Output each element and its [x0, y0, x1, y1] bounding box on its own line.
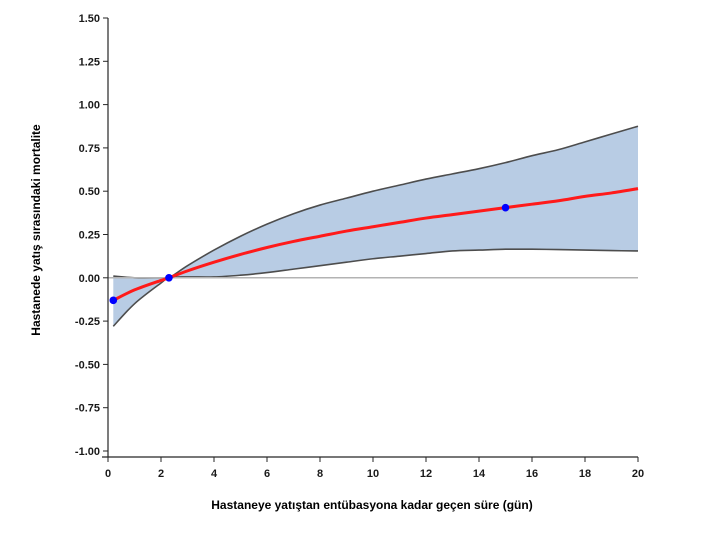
- x-tick-label: 6: [264, 468, 270, 480]
- y-tick-label: -1.00: [75, 446, 100, 458]
- x-tick-label: 20: [632, 468, 644, 480]
- x-tick-label: 12: [420, 468, 432, 480]
- x-tick-label: 0: [105, 468, 111, 480]
- ci-upper-line: [113, 125, 639, 280]
- x-axis-title: Hastaneye yatıştan entübasyona kadar geç…: [211, 498, 532, 512]
- data-point: [501, 203, 510, 212]
- y-tick-label: 1.50: [79, 13, 100, 25]
- y-tick-label: -0.25: [75, 316, 100, 328]
- y-tick-label: 0.75: [79, 143, 100, 155]
- y-tick-label: -0.50: [75, 359, 100, 371]
- y-tick-label: 0.00: [79, 273, 100, 285]
- y-tick-label: 1.25: [79, 56, 100, 68]
- y-tick-label: 0.25: [79, 230, 100, 242]
- data-points-layer: [109, 203, 510, 305]
- y-tick-label: -0.75: [75, 403, 100, 415]
- fit-line-layer: [112, 187, 639, 302]
- data-point: [109, 296, 118, 305]
- x-tick-label: 14: [473, 468, 486, 480]
- x-tick-label: 8: [317, 468, 323, 480]
- fit-line: [112, 187, 639, 302]
- x-tick-label: 2: [158, 468, 164, 480]
- y-tick-label: 0.50: [79, 186, 100, 198]
- data-point: [165, 274, 173, 282]
- x-tick-label: 18: [579, 468, 591, 480]
- x-tick-label: 4: [211, 468, 218, 480]
- x-tick-label: 16: [526, 468, 538, 480]
- y-tick-label: 1.00: [79, 100, 100, 112]
- ci-lower-line: [112, 248, 639, 327]
- y-axis-title: Hastanede yatış sırasındaki mortalite: [29, 124, 43, 336]
- x-tick-label: 10: [367, 468, 379, 480]
- axes-layer: 1.50 1.25 1.00 0.75 0.50 0.25 0.00 -0.25 -0.50 -0…: [75, 13, 644, 480]
